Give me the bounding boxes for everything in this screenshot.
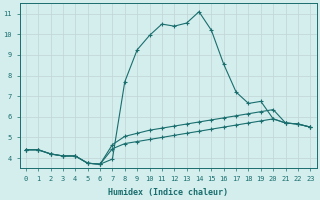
X-axis label: Humidex (Indice chaleur): Humidex (Indice chaleur) [108,188,228,197]
